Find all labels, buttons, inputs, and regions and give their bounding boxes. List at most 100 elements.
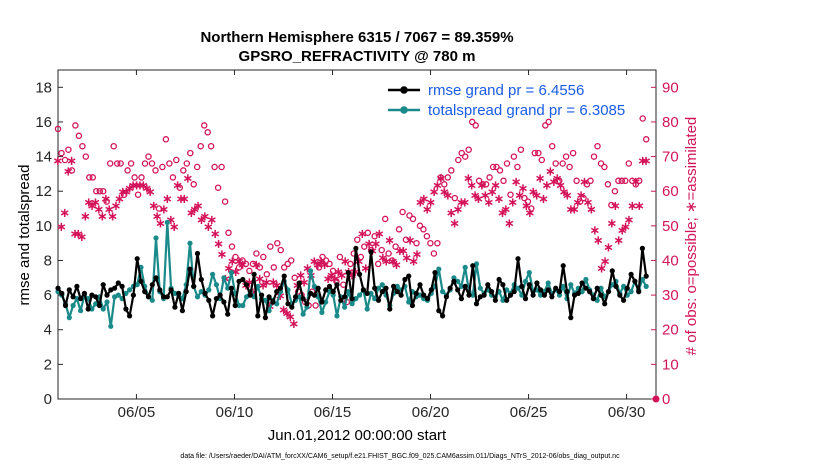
left-tick-label: 4 xyxy=(44,322,52,339)
rmse-point xyxy=(530,292,536,298)
assimilated-obs-point: ∗ xyxy=(521,199,532,214)
possible-obs-point xyxy=(155,205,163,212)
assimilated-obs-point: ∗ xyxy=(159,203,170,218)
assimilated-obs-point: ∗ xyxy=(299,275,310,290)
totalspread-point xyxy=(462,264,468,270)
assimilated-obs-point: ∗ xyxy=(59,206,70,221)
possible-obs-point xyxy=(354,236,361,243)
rmse-point xyxy=(59,290,65,296)
possible-obs-point xyxy=(173,156,180,164)
rmse-point xyxy=(549,294,555,300)
rmse-point xyxy=(262,315,268,321)
assimilated-obs-point: ∗ xyxy=(545,164,556,179)
totalspread-point xyxy=(127,287,133,293)
right-tick-label: 70 xyxy=(662,149,679,166)
possible-obs-point xyxy=(622,177,629,185)
possible-obs-point xyxy=(548,142,556,150)
rmse-point xyxy=(451,278,457,284)
assimilated-obs-point: ∗ xyxy=(566,203,577,218)
rmse-point xyxy=(375,297,382,303)
possible-obs-point xyxy=(169,174,177,181)
possible-obs-point xyxy=(193,163,201,171)
rmse-point xyxy=(304,301,310,307)
possible-obs-point xyxy=(461,153,469,160)
rmse-point xyxy=(526,282,532,288)
assimilated-obs-point: ∗ xyxy=(412,248,423,263)
rmse-point xyxy=(575,290,581,296)
assimilated-obs-point: ∗ xyxy=(179,192,190,207)
assimilated-obs-point: ∗ xyxy=(432,178,443,193)
possible-obs-point xyxy=(180,167,187,174)
possible-obs-point xyxy=(138,174,145,181)
possible-obs-point xyxy=(378,246,385,254)
rmse-point xyxy=(556,289,563,295)
rmse-point xyxy=(179,308,185,314)
assimilated-obs-point: ∗ xyxy=(100,192,111,207)
assimilated-obs-point: ∗ xyxy=(206,213,217,228)
totalspread-point xyxy=(394,283,400,289)
assimilated-obs-point: ∗ xyxy=(251,258,262,273)
rmse-point xyxy=(93,294,99,300)
totalspread-point xyxy=(70,302,76,309)
assimilated-obs-point: ∗ xyxy=(114,192,125,207)
rmse-point xyxy=(402,276,408,283)
assimilated-obs-point: ∗ xyxy=(613,234,624,249)
possible-obs-point xyxy=(573,177,580,185)
assimilated-obs-point: ∗ xyxy=(374,227,385,242)
possible-obs-point xyxy=(228,243,236,250)
totalspread-point xyxy=(319,309,325,315)
assimilated-obs-point: ∗ xyxy=(514,189,525,204)
assimilated-obs-point: ∗ xyxy=(97,210,108,225)
rmse-point xyxy=(296,280,302,286)
possible-obs-point xyxy=(542,122,549,129)
assimilated-obs-point: ∗ xyxy=(436,171,447,186)
assimilated-obs-point: ∗ xyxy=(548,175,559,190)
rmse-point xyxy=(590,296,597,302)
assimilated-obs-point: ∗ xyxy=(330,272,341,287)
rmse-point xyxy=(440,313,446,319)
rmse-point xyxy=(194,250,201,257)
rmse-point xyxy=(115,280,121,286)
rmse-point xyxy=(243,282,250,288)
rmse-point xyxy=(342,294,348,300)
rmse-point xyxy=(96,302,103,309)
assimilated-obs-point: ∗ xyxy=(439,185,450,200)
possible-obs-point xyxy=(148,160,156,167)
rmse-point xyxy=(161,294,167,300)
assimilated-obs-point: ∗ xyxy=(210,227,221,242)
right-axis-ticks: 0 10 20 30 40 50 60 70 80 90 xyxy=(651,79,679,408)
rmse-point xyxy=(564,289,570,295)
rmse-point xyxy=(334,282,340,288)
possible-obs-point xyxy=(371,232,378,240)
possible-obs-point xyxy=(514,163,521,171)
possible-obs-point xyxy=(260,253,267,261)
right-tick-label: 20 xyxy=(662,322,679,339)
totalspread-point xyxy=(300,311,306,317)
possible-obs-point xyxy=(608,201,615,209)
totalspread-point xyxy=(308,268,314,274)
assimilated-obs-point: ∗ xyxy=(66,154,77,169)
possible-obs-point xyxy=(489,163,497,171)
possible-obs-point xyxy=(187,149,194,157)
rmse-point xyxy=(281,273,287,279)
totalspread-point xyxy=(228,270,234,276)
assimilated-obs-point: ∗ xyxy=(285,310,296,325)
totalspread-point xyxy=(206,287,212,293)
rmse-point xyxy=(409,302,415,309)
possible-obs-point xyxy=(635,177,643,185)
possible-obs-point xyxy=(89,174,97,181)
possible-obs-point xyxy=(496,167,504,174)
assimilated-obs-point: ∗ xyxy=(176,192,187,207)
possible-obs-point xyxy=(427,239,434,247)
assimilated-obs-point: ∗ xyxy=(360,261,371,276)
totalspread-point xyxy=(500,297,506,303)
assimilated-obs-series: ∗∗∗∗∗∗∗∗∗∗∗∗∗∗∗∗∗∗∗∗∗∗∗∗∗∗∗∗∗∗∗∗∗∗∗∗∗∗∗∗… xyxy=(53,154,652,332)
assimilated-obs-point: ∗ xyxy=(254,272,265,287)
totalspread-point xyxy=(115,292,121,298)
assimilated-obs-point: ∗ xyxy=(189,203,200,218)
assimilated-obs-point: ∗ xyxy=(497,206,508,221)
rmse-point xyxy=(55,285,61,291)
assimilated-obs-point: ∗ xyxy=(350,265,361,280)
right-axis-label: # of obs: o=possible; ∗=assimilated xyxy=(683,117,700,356)
